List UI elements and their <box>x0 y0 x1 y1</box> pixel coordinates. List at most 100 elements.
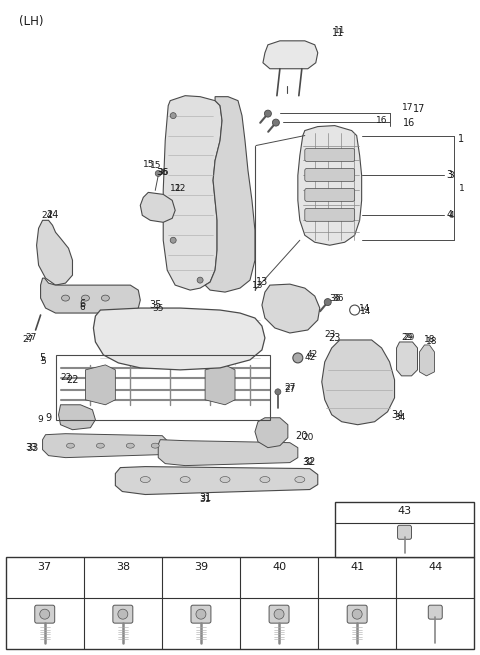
Text: 6: 6 <box>80 303 85 312</box>
Text: 9: 9 <box>38 415 44 424</box>
Text: 4: 4 <box>449 211 454 220</box>
Circle shape <box>274 609 284 619</box>
Text: 20: 20 <box>302 433 313 442</box>
Text: 3: 3 <box>446 170 453 180</box>
Text: 27: 27 <box>284 383 296 392</box>
Text: 18: 18 <box>424 335 435 345</box>
Text: 44: 44 <box>428 562 443 572</box>
Text: 31: 31 <box>199 493 211 502</box>
Text: 1: 1 <box>458 134 465 143</box>
Text: 12: 12 <box>169 184 181 193</box>
Text: 36: 36 <box>157 168 169 177</box>
Text: 32: 32 <box>302 458 313 467</box>
Text: 14: 14 <box>359 303 371 312</box>
FancyBboxPatch shape <box>305 149 355 162</box>
Polygon shape <box>43 434 168 458</box>
Text: 5: 5 <box>41 358 47 366</box>
FancyBboxPatch shape <box>428 605 442 619</box>
Circle shape <box>293 353 303 363</box>
Text: 36: 36 <box>156 168 168 177</box>
Text: 37: 37 <box>37 562 52 572</box>
Text: 40: 40 <box>272 562 286 572</box>
FancyBboxPatch shape <box>305 208 355 221</box>
Text: 38: 38 <box>116 562 130 572</box>
Polygon shape <box>85 365 115 405</box>
Polygon shape <box>396 342 418 376</box>
Text: 16: 16 <box>403 118 416 128</box>
Polygon shape <box>36 220 72 285</box>
Circle shape <box>40 609 50 619</box>
Polygon shape <box>140 193 175 222</box>
Text: 27: 27 <box>25 333 36 343</box>
Ellipse shape <box>140 477 150 483</box>
Ellipse shape <box>96 443 104 448</box>
Circle shape <box>118 609 128 619</box>
Text: 1: 1 <box>458 184 464 193</box>
Text: 13: 13 <box>252 280 264 290</box>
Circle shape <box>197 277 203 283</box>
Text: 43: 43 <box>397 506 411 516</box>
Text: 34: 34 <box>394 413 405 422</box>
Text: 35: 35 <box>153 303 164 312</box>
Text: 29: 29 <box>402 333 413 343</box>
Text: 35: 35 <box>149 300 161 310</box>
Text: 6: 6 <box>79 299 85 309</box>
Text: 15: 15 <box>143 160 154 169</box>
Text: 12: 12 <box>175 184 186 193</box>
FancyBboxPatch shape <box>269 605 289 623</box>
Text: 33: 33 <box>26 443 39 453</box>
Text: 23: 23 <box>324 331 336 339</box>
Text: 15: 15 <box>149 161 161 170</box>
Text: 3: 3 <box>448 171 454 180</box>
Text: 9: 9 <box>46 413 52 422</box>
Ellipse shape <box>295 477 305 483</box>
Circle shape <box>170 237 176 243</box>
Polygon shape <box>255 418 288 447</box>
Text: 33: 33 <box>25 443 36 452</box>
Ellipse shape <box>126 443 134 448</box>
Text: 27: 27 <box>22 335 33 345</box>
Circle shape <box>196 609 206 619</box>
Text: 17: 17 <box>402 103 413 112</box>
Circle shape <box>155 170 161 176</box>
Polygon shape <box>205 97 255 292</box>
Ellipse shape <box>67 443 74 448</box>
Text: 22: 22 <box>66 375 79 385</box>
Text: 11: 11 <box>332 28 344 38</box>
Text: 5: 5 <box>39 353 46 363</box>
Polygon shape <box>41 278 140 313</box>
Text: 41: 41 <box>350 562 364 572</box>
Text: 31: 31 <box>199 495 211 504</box>
Text: 13: 13 <box>256 277 268 287</box>
Text: 39: 39 <box>194 562 208 572</box>
Polygon shape <box>163 96 222 290</box>
FancyBboxPatch shape <box>347 605 367 623</box>
Polygon shape <box>262 284 320 333</box>
Text: 18: 18 <box>426 337 437 346</box>
Bar <box>56 355 270 420</box>
Circle shape <box>324 299 331 306</box>
Circle shape <box>264 110 271 117</box>
Circle shape <box>273 119 279 126</box>
FancyBboxPatch shape <box>397 525 411 539</box>
Text: 34: 34 <box>391 410 404 420</box>
Text: 36: 36 <box>329 293 340 303</box>
Bar <box>335 502 474 557</box>
Text: 4: 4 <box>446 210 453 220</box>
Text: 11: 11 <box>334 26 346 35</box>
Polygon shape <box>94 308 265 370</box>
Ellipse shape <box>260 477 270 483</box>
Text: 42: 42 <box>304 354 315 362</box>
Text: 29: 29 <box>404 333 415 343</box>
Polygon shape <box>205 365 235 405</box>
Text: 17: 17 <box>413 103 426 113</box>
Ellipse shape <box>82 295 89 301</box>
Text: 20: 20 <box>296 431 308 441</box>
Bar <box>6 557 474 649</box>
FancyBboxPatch shape <box>35 605 55 623</box>
Text: 23: 23 <box>328 333 341 343</box>
FancyBboxPatch shape <box>305 189 355 201</box>
Ellipse shape <box>101 295 109 301</box>
Polygon shape <box>158 440 298 466</box>
Polygon shape <box>115 466 318 495</box>
